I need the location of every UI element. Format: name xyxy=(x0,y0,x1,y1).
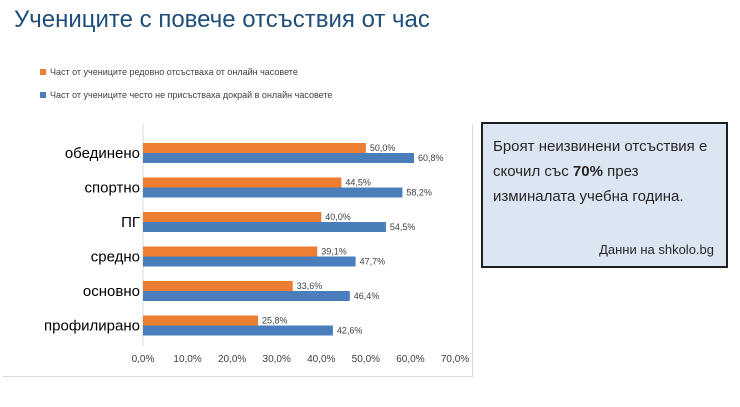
legend-swatch-blue xyxy=(40,91,46,98)
legend-swatch-orange xyxy=(40,68,46,75)
bar-blue xyxy=(143,291,350,301)
info-text-after: през изминалата учебна година. xyxy=(493,163,684,205)
data-label: 46,4% xyxy=(354,291,380,301)
legend-item-series-2: Част от учениците често не присъстваха д… xyxy=(40,89,332,100)
bar-orange xyxy=(143,315,258,326)
data-label: 54,5% xyxy=(390,222,416,232)
x-tick-label: 20,0% xyxy=(218,354,246,365)
data-label: 50,0% xyxy=(370,143,396,153)
x-tick-label: 40,0% xyxy=(307,354,335,365)
data-label: 39,1% xyxy=(321,247,347,257)
info-box: Броят неизвинени отсъствия е скочил със … xyxy=(481,122,728,268)
category-label: профилирано xyxy=(44,318,140,335)
bar-orange xyxy=(143,177,342,188)
slide-title: Учениците с повече отсъствия от час xyxy=(14,6,430,33)
bar-orange xyxy=(143,246,318,257)
info-highlight: 70% xyxy=(572,163,603,180)
data-label: 25,8% xyxy=(262,316,288,326)
x-tick-label: 70,0% xyxy=(441,354,469,365)
category-label: спортно xyxy=(85,180,140,197)
data-label: 47,7% xyxy=(360,257,386,267)
data-label: 40,0% xyxy=(325,212,351,222)
x-tick-label: 30,0% xyxy=(263,354,291,365)
data-label: 58,2% xyxy=(406,188,432,198)
data-label: 42,6% xyxy=(337,326,363,336)
bar-blue xyxy=(143,187,403,198)
bar-orange xyxy=(143,281,293,291)
info-source: Данни на shkolo.bg xyxy=(599,242,714,257)
legend-item-series-1: Част от учениците редовно отсъстваха от … xyxy=(40,66,332,77)
x-tick-label: 50,0% xyxy=(352,354,380,365)
category-label: ПГ xyxy=(121,214,140,231)
chart-area: обединено 50,0% 60,8% спортно 44,5% 58,2% ПГ 40… xyxy=(3,124,473,377)
bar-chart: обединено 50,0% 60,8% спортно 44,5% 58,2% ПГ 40… xyxy=(44,124,469,365)
category-label: основно xyxy=(83,283,140,300)
bar-orange xyxy=(143,212,322,222)
bar-blue xyxy=(143,256,356,267)
data-label: 44,5% xyxy=(345,178,371,188)
bar-orange xyxy=(143,143,366,153)
legend-label-series-2: Част от учениците често не присъстваха д… xyxy=(50,89,333,100)
x-tick-label: 10,0% xyxy=(173,354,201,365)
data-label: 60,8% xyxy=(418,153,444,163)
category-label: обединено xyxy=(65,145,140,162)
x-tick-label: 0,0% xyxy=(132,354,155,365)
legend-label-series-1: Част от учениците редовно отсъстваха от … xyxy=(50,66,298,77)
chart-legend: Част от учениците редовно отсъстваха от … xyxy=(40,66,332,112)
category-label: средно xyxy=(91,249,140,266)
x-tick-label: 60,0% xyxy=(396,354,424,365)
info-text: Броят неизвинени отсъствия е скочил със … xyxy=(493,134,716,209)
bar-blue xyxy=(143,222,386,232)
bar-blue xyxy=(143,153,414,163)
info-text-before: Броят неизвинени отсъствия е скочил със xyxy=(493,138,708,180)
data-label: 33,6% xyxy=(297,281,323,291)
bar-blue xyxy=(143,325,333,336)
